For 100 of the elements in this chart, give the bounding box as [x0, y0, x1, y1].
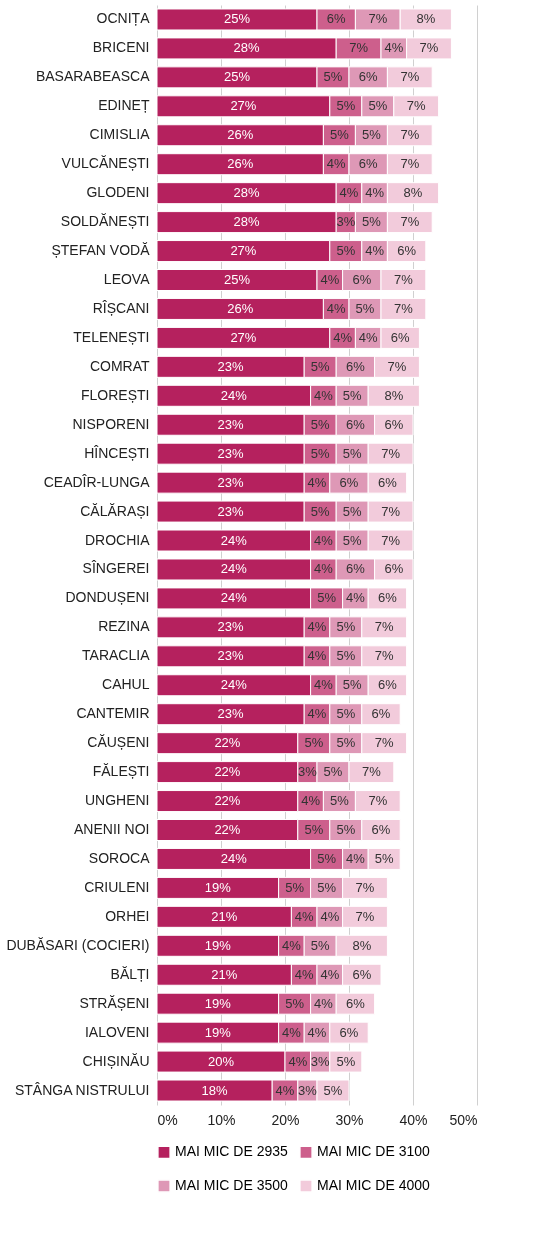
data-label: 23%	[217, 474, 245, 490]
data-label: 6%	[384, 416, 404, 432]
data-label: 27%	[230, 98, 257, 114]
data-label: 4%	[365, 243, 385, 259]
x-tick-label: 40%	[399, 1111, 428, 1128]
data-label: 4%	[326, 156, 347, 172]
data-label: 4%	[384, 40, 404, 56]
data-label: 7%	[394, 272, 414, 287]
data-label: 5%	[323, 764, 343, 780]
y-tick-label: COMRAT	[89, 357, 150, 374]
y-tick-label: CĂLĂRAȘI	[80, 502, 150, 519]
data-label: 5%	[323, 69, 343, 85]
data-label: 4%	[314, 995, 334, 1011]
data-label: 28%	[233, 185, 261, 201]
y-tick-label: ORHEI	[105, 907, 150, 924]
y-tick-label: IALOVENI	[84, 1023, 150, 1040]
data-label: 19%	[204, 1024, 232, 1040]
y-tick-label: BASARABEASCA	[35, 68, 151, 85]
data-label: 5%	[342, 532, 363, 548]
data-label: 7%	[355, 908, 375, 924]
data-label: 8%	[403, 185, 423, 201]
data-label: 4%	[339, 185, 359, 201]
data-label: 5%	[304, 822, 324, 837]
data-label: 7%	[406, 98, 427, 114]
data-label: 26%	[227, 156, 254, 172]
y-tick-label: OCNIȚA	[96, 10, 151, 27]
data-label: 4%	[282, 1024, 302, 1040]
data-label: 5%	[336, 706, 356, 722]
y-tick-label: FLOREȘTI	[81, 386, 150, 403]
data-label: 26%	[227, 127, 254, 143]
data-label: 4%	[282, 937, 302, 953]
data-label: 4%	[314, 387, 334, 403]
data-label: 7%	[374, 619, 395, 635]
data-label: 21%	[211, 966, 238, 982]
data-label: 5%	[336, 243, 356, 259]
data-label: 23%	[217, 706, 245, 722]
data-label: 4%	[307, 1024, 327, 1040]
data-label: 4%	[294, 908, 315, 924]
data-label: 5%	[362, 127, 382, 143]
data-label: 7%	[374, 735, 395, 751]
y-tick-label: CRIULENI	[84, 878, 150, 895]
data-label: 7%	[381, 503, 401, 519]
data-label: 28%	[233, 214, 261, 230]
data-label: 8%	[384, 387, 404, 403]
data-label: 6%	[378, 474, 398, 490]
data-label: 27%	[230, 243, 257, 259]
data-label: 6%	[346, 416, 366, 432]
data-label: 4%	[288, 1053, 308, 1069]
data-label: 24%	[220, 561, 248, 577]
data-label: 23%	[217, 503, 245, 519]
data-label: 5%	[355, 300, 375, 316]
legend-label: MAI MIC DE 4000	[317, 1177, 431, 1193]
data-label: 4%	[346, 590, 366, 606]
data-label: 21%	[211, 908, 238, 924]
data-label: 5%	[362, 214, 382, 230]
data-label: 5%	[310, 358, 331, 374]
data-label: 3%	[310, 1053, 331, 1069]
data-label: 6%	[397, 243, 417, 259]
data-label: 5%	[310, 445, 331, 461]
data-label: 6%	[352, 272, 372, 287]
data-label: 7%	[355, 879, 375, 895]
y-tick-label: REZINA	[98, 618, 151, 635]
data-label: 19%	[204, 995, 232, 1011]
data-label: 23%	[217, 445, 245, 461]
x-tick-label: 30%	[335, 1111, 364, 1128]
y-tick-label: TELENEȘTI	[73, 328, 150, 345]
y-tick-label: ANENII NOI	[74, 821, 150, 837]
y-tick-label: STRĂȘENI	[79, 994, 150, 1011]
y-tick-label: NISPORENI	[72, 415, 150, 432]
data-label: 4%	[333, 329, 353, 345]
data-label: 4%	[358, 329, 379, 345]
x-tick-label: 10%	[207, 1111, 236, 1128]
data-label: 4%	[320, 966, 340, 982]
data-label: 5%	[317, 879, 337, 895]
data-label: 7%	[368, 793, 388, 809]
data-label: 5%	[323, 1082, 343, 1098]
data-label: 4%	[301, 793, 321, 809]
data-label: 6%	[346, 561, 366, 577]
data-label: 5%	[374, 850, 395, 866]
y-tick-label: SÎNGEREI	[82, 560, 150, 577]
data-label: 5%	[336, 1053, 356, 1069]
y-tick-label: CAHUL	[102, 676, 150, 693]
data-label: 4%	[307, 619, 327, 635]
y-tick-label: SOROCA	[88, 849, 151, 866]
data-label: 20%	[207, 1053, 235, 1069]
data-label: 22%	[214, 764, 241, 780]
data-label: 3%	[336, 214, 356, 230]
y-tick-label: SOLDĂNEȘTI	[60, 213, 150, 230]
data-label: 22%	[214, 735, 241, 751]
data-label: 5%	[336, 619, 356, 635]
data-label: 5%	[310, 503, 331, 519]
data-label: 6%	[378, 590, 398, 606]
y-tick-label: CANTEMIR	[76, 705, 150, 722]
y-tick-label: DUBĂSARI (COCIERI)	[6, 936, 150, 953]
data-label: 4%	[307, 474, 327, 490]
y-tick-label: DONDUȘENI	[65, 589, 150, 606]
data-label: 6%	[358, 69, 379, 85]
data-label: 4%	[307, 706, 327, 722]
x-tick-label: 50%	[449, 1111, 478, 1128]
y-tick-label: GLODENI	[86, 184, 150, 201]
